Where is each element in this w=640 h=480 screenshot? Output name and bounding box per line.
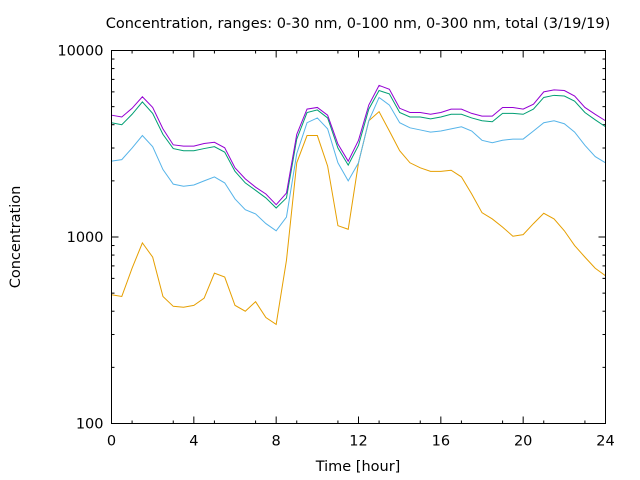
y-axis-label: Concentration — [8, 186, 24, 289]
x-axis-label: Time [hour] — [315, 459, 401, 475]
series-line-2 — [111, 96, 606, 232]
series-line-3 — [111, 89, 606, 209]
x-tick-label: 8 — [272, 434, 281, 450]
x-tick-label: 0 — [107, 434, 116, 450]
x-tick-label: 4 — [189, 434, 198, 450]
series-layer — [111, 84, 606, 326]
y-tick-label: 1000 — [67, 230, 104, 246]
x-tick-label: 24 — [596, 434, 614, 450]
x-tick-label: 12 — [349, 434, 367, 450]
chart-title: Concentration, ranges: 0-30 nm, 0-100 nm… — [106, 16, 611, 32]
plot-frame — [111, 50, 606, 424]
y-tick-label: 100 — [76, 417, 104, 433]
series-line-4 — [111, 84, 606, 206]
y-tick-label: 10000 — [57, 44, 103, 60]
x-tick-label: 16 — [432, 434, 450, 450]
x-tick-label: 20 — [514, 434, 532, 450]
